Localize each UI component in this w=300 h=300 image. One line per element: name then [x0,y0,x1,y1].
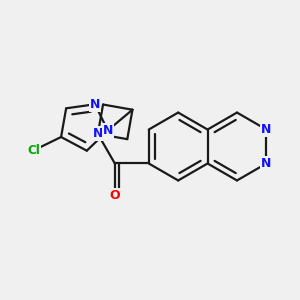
Text: N: N [90,98,100,111]
Text: N: N [93,128,103,140]
Text: N: N [261,157,272,170]
Text: N: N [103,124,113,137]
Text: N: N [261,123,272,136]
Text: O: O [110,189,120,202]
Text: Cl: Cl [27,144,40,157]
